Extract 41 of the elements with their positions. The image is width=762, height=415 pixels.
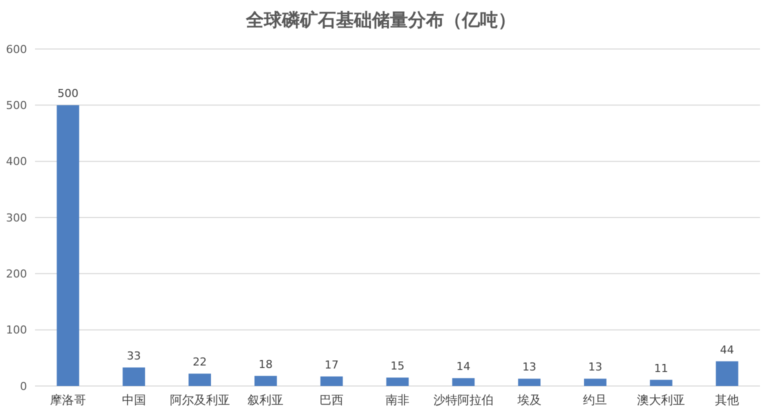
data-label: 22 bbox=[192, 356, 207, 369]
x-tick-label: 叙利亚 bbox=[248, 393, 284, 407]
x-tick-label: 埃及 bbox=[516, 393, 542, 407]
y-tick-label: 400 bbox=[6, 155, 27, 168]
y-tick-label: 200 bbox=[6, 268, 27, 281]
y-tick-label: 0 bbox=[20, 380, 27, 393]
bar bbox=[386, 378, 409, 386]
bar bbox=[122, 367, 146, 386]
data-label: 44 bbox=[720, 343, 734, 356]
x-tick-label: 阿尔及利亚 bbox=[170, 393, 230, 407]
data-label: 11 bbox=[654, 362, 668, 375]
y-tick-label: 100 bbox=[6, 324, 27, 337]
bar bbox=[518, 378, 541, 386]
x-tick-label: 其他 bbox=[715, 393, 740, 407]
x-tick-label: 巴西 bbox=[320, 393, 344, 407]
data-label: 13 bbox=[588, 360, 602, 374]
data-label: 500 bbox=[57, 87, 78, 100]
bar bbox=[452, 378, 475, 386]
y-tick-label: 300 bbox=[6, 211, 27, 224]
bar bbox=[254, 376, 277, 386]
x-tick-label: 澳大利亚 bbox=[637, 393, 686, 407]
bar bbox=[320, 376, 343, 386]
data-label: 33 bbox=[126, 349, 141, 362]
x-tick-label: 中国 bbox=[122, 393, 146, 407]
bar bbox=[716, 361, 738, 386]
data-label: 13 bbox=[522, 360, 536, 374]
bar bbox=[188, 374, 211, 386]
y-tick-label: 600 bbox=[6, 42, 27, 56]
x-tick-label: 约旦 bbox=[583, 393, 608, 407]
x-tick-label: 南非 bbox=[386, 393, 410, 407]
data-label: 15 bbox=[390, 360, 404, 373]
x-tick-label: 沙特阿拉伯 bbox=[433, 393, 494, 407]
bar bbox=[56, 105, 80, 386]
x-tick-label: 摩洛哥 bbox=[50, 393, 86, 407]
data-label: 17 bbox=[324, 358, 339, 372]
y-tick-label: 500 bbox=[6, 99, 27, 112]
data-label: 18 bbox=[258, 358, 273, 371]
bar bbox=[650, 380, 672, 386]
chart-title: 全球磷矿石基础储量分布（亿吨） bbox=[245, 10, 516, 31]
bar bbox=[584, 378, 606, 386]
data-label: 14 bbox=[456, 360, 470, 374]
